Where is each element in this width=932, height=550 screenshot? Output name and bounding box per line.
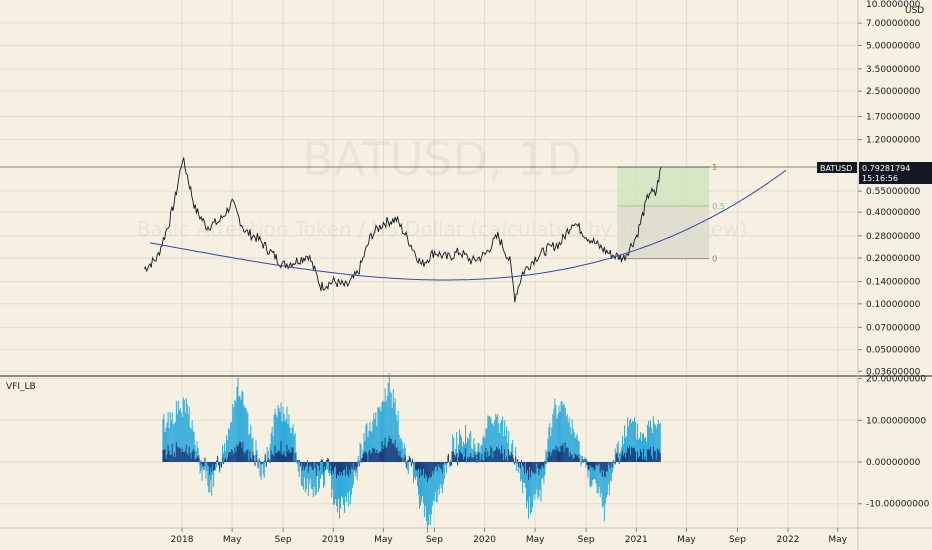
time-tick-label: May (374, 535, 393, 545)
price-tick-label: 0.10000000 (866, 300, 921, 310)
ticker-tag-bg (817, 162, 857, 173)
time-tick-label: 2019 (322, 535, 345, 545)
price-tick-label: 0.55000000 (866, 187, 921, 197)
time-tick-label: May (526, 535, 545, 545)
time-tick-label: 2021 (625, 535, 648, 545)
time-tick-label: Sep (275, 535, 292, 545)
indicator-tick-label: 20.00000000 (866, 375, 926, 385)
fib-retracement[interactable]: 10.50 (617, 163, 725, 264)
rounding-bottom-curve[interactable] (149, 169, 787, 281)
fib-zone-lower (617, 205, 710, 259)
time-tick-label: May (677, 535, 696, 545)
price-tick-label: 1.70000000 (866, 113, 921, 123)
current-price-tag: BATUSD 0.79281794 15:16:56 (817, 162, 932, 184)
price-tag-bg (859, 162, 932, 184)
fib-level-label: 1 (712, 163, 717, 172)
price-tick-label: 7.00000000 (866, 19, 921, 29)
price-tick-label: 3.50000000 (866, 65, 921, 75)
fib-level-label: 0 (712, 255, 717, 264)
price-tick-label: 0.28000000 (866, 232, 921, 242)
time-tick-label: 2022 (777, 535, 800, 545)
watermark-symbol: BATUSD, 1D (302, 132, 582, 186)
time-tick-label: May (828, 535, 847, 545)
price-tick-label: 0.03600000 (866, 367, 921, 377)
indicator-axis[interactable]: 20.00000000 10.00000000 0.00000000 -10.0000… (858, 375, 930, 510)
price-tick-label: 0.14000000 (866, 278, 921, 288)
price-tick-label: 1.20000000 (866, 136, 921, 146)
price-axis[interactable]: 7.00000000 5.00000000 3.50000000 2.50000000… (858, 0, 921, 377)
countdown-label: 15:16:56 (862, 174, 898, 183)
price-tick-label: 0.05000000 (866, 346, 921, 356)
fib-level-label: 0.5 (712, 202, 725, 211)
price-tick-label: 0.20000000 (866, 254, 921, 264)
time-axis[interactable]: 2018 May Sep 2019 May Sep 2020 May Sep 2021 May Sep… (171, 528, 848, 545)
indicator-name[interactable]: VFI_LB (6, 382, 36, 392)
time-tick-label: 2018 (171, 535, 194, 545)
currency-label: USD (905, 6, 924, 16)
price-tick-label: 0.07000000 (866, 323, 921, 333)
price-tick-label-top: 10.0000000 (866, 0, 921, 10)
fib-zone-upper (617, 166, 710, 206)
indicator-tick-label: -10.00000000 (866, 500, 930, 510)
ticker-tag: BATUSD (820, 164, 852, 173)
time-tick-label: May (223, 535, 242, 545)
time-tick-label: Sep (729, 535, 746, 545)
price-tick-label: 0.40000000 (866, 208, 921, 218)
vfi-histogram (162, 373, 661, 533)
price-tick-label: 5.00000000 (866, 41, 921, 51)
price-tick-label: 2.50000000 (866, 87, 921, 97)
current-price-label: 0.79281794 (862, 164, 910, 173)
indicator-tick-label: 10.00000000 (866, 416, 926, 426)
time-tick-label: 2020 (473, 535, 496, 545)
price-line (143, 157, 662, 303)
indicator-tick-label: 0.00000000 (866, 458, 921, 468)
time-tick-label: Sep (578, 535, 595, 545)
time-tick-label: Sep (426, 535, 443, 545)
